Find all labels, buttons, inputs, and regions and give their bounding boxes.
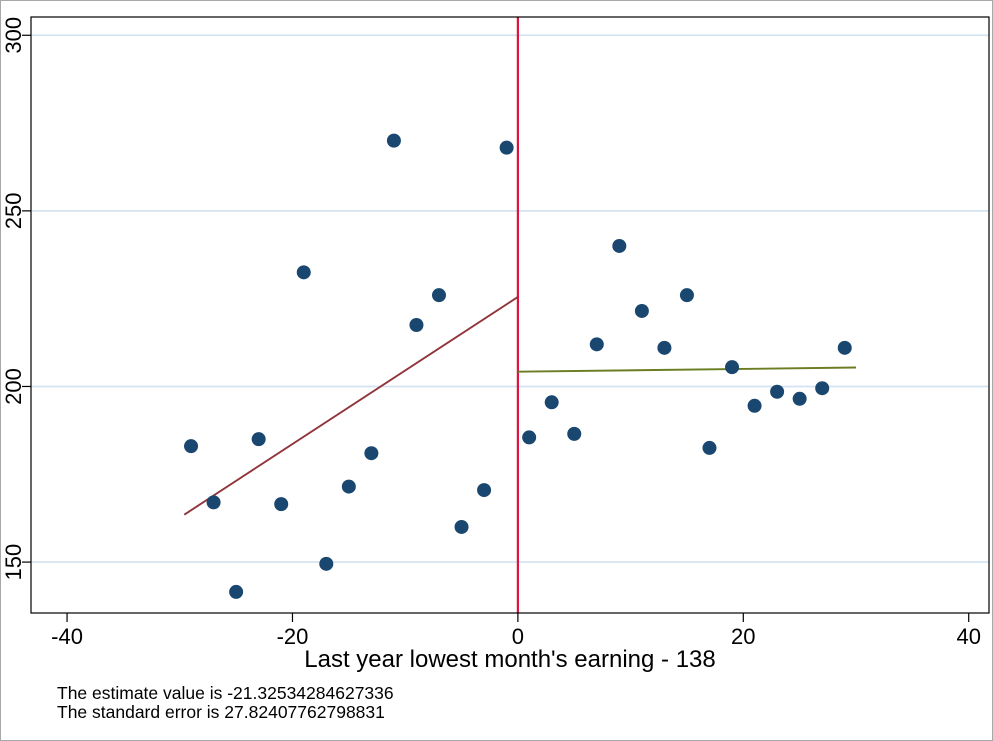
scatter-point (477, 483, 492, 498)
scatter-point (341, 479, 356, 494)
scatter-point (747, 398, 762, 413)
scatter-point (206, 495, 221, 510)
y-tick-label: 300 (1, 17, 26, 54)
scatter-point (634, 303, 649, 318)
scatter-point (815, 381, 830, 396)
scatter-point (702, 440, 717, 455)
y-tick-label: 200 (1, 368, 26, 405)
scatter-point (544, 395, 559, 410)
scatter-point (679, 288, 694, 303)
left-fit-line (183, 296, 519, 516)
scatter-point (770, 384, 785, 399)
right-fit-line (517, 366, 857, 373)
plot-border (30, 16, 990, 614)
scatter-point (296, 265, 311, 280)
scatter-point (364, 446, 379, 461)
scatter-point (386, 133, 401, 148)
scatter-point (409, 318, 424, 333)
x-tick-label: 20 (731, 624, 755, 649)
scatter-point (274, 497, 289, 512)
scatter-point (725, 360, 740, 375)
x-tick-label: 0 (512, 624, 524, 649)
scatter-point (589, 337, 604, 352)
scatter-point (184, 439, 199, 454)
x-axis-title: Last year lowest month's earning - 138 (304, 646, 716, 673)
note-standard-error: The standard error is 27.82407762798831 (57, 702, 385, 722)
x-tick-label: -40 (51, 624, 83, 649)
scatter-point (792, 391, 807, 406)
scatter-point (612, 238, 627, 253)
y-tick-label: 250 (1, 193, 26, 230)
scatter-point (567, 426, 582, 441)
scatter-point (229, 584, 244, 599)
scatter-point (499, 140, 514, 155)
scatter-point (837, 340, 852, 355)
x-tick-label: -20 (277, 624, 309, 649)
scatter-point (319, 556, 334, 571)
scatter-point (251, 432, 266, 447)
scatter-point (657, 340, 672, 355)
y-tick-label: 150 (1, 544, 26, 581)
x-tick-label: 40 (956, 624, 980, 649)
note-estimate-value: The estimate value is -21.32534284627336 (57, 683, 394, 703)
scatter-point (522, 430, 537, 445)
chart-notes: The estimate value is -21.32534284627336… (57, 684, 394, 722)
scatter-point (431, 288, 446, 303)
scatter-point (454, 519, 469, 534)
